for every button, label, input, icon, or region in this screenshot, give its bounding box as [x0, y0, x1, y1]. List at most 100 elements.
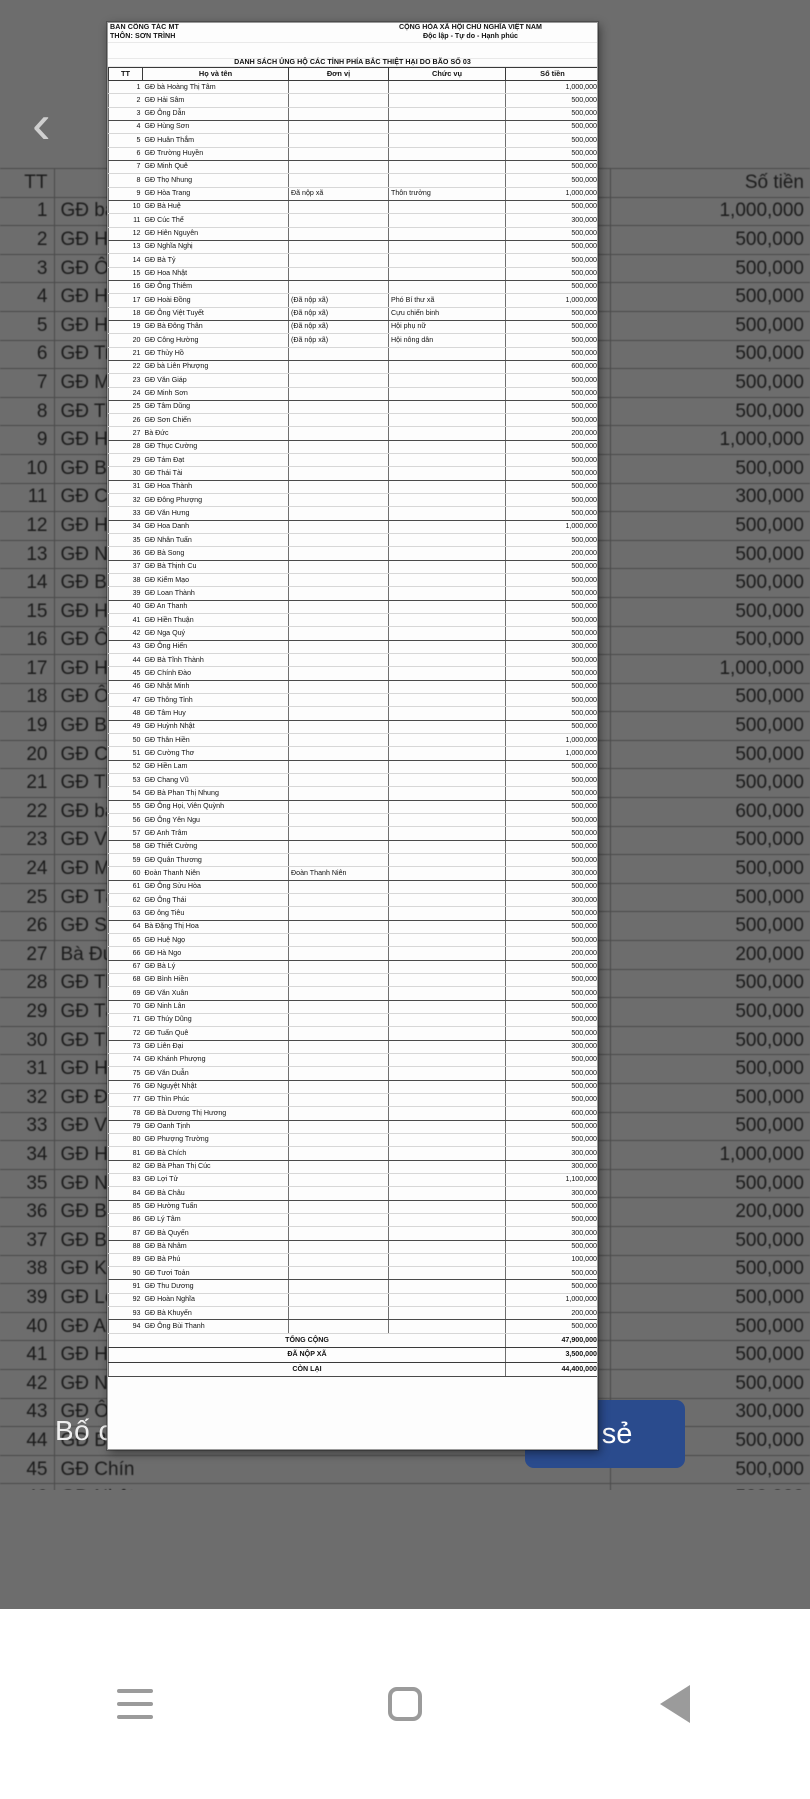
row-name: GĐ Hà Ngo [142, 946, 289, 961]
row-tt: 7 [108, 160, 143, 175]
row-name: GĐ Bà Tĩnh Thành [142, 653, 289, 668]
row-name: GĐ Hoài Đồng [142, 293, 289, 308]
row-unit [288, 826, 389, 841]
row-amount: 500,000 [505, 960, 597, 974]
row-tt: 87 [108, 1226, 143, 1241]
row-tt: 65 [108, 933, 143, 948]
background-row-tt: 14 [0, 568, 55, 598]
background-row-amount: 500,000 [609, 1168, 810, 1199]
row-amount: 500,000 [505, 1093, 597, 1108]
row-name: GĐ ông Tiêu [142, 906, 289, 921]
row-name: GĐ Anh Trâm [142, 826, 289, 841]
row-name: GĐ Bà Phan Thị Nhung [142, 786, 289, 801]
background-row-amount: 500,000 [609, 1454, 810, 1485]
row-unit [288, 653, 389, 668]
background-row-tt: 15 [0, 596, 55, 627]
background-row-amount: 500,000 [609, 396, 810, 427]
row-amount: 500,000 [505, 666, 597, 681]
totals-amount: 44,400,000 [505, 1361, 597, 1378]
background-col-amount: Số tiền [609, 168, 810, 198]
table-row: 28 GĐ Thục Cường 500,000 [108, 440, 597, 455]
home-button[interactable] [365, 1669, 445, 1739]
table-row: 16 GĐ Ông Thiêm 500,000 [108, 280, 597, 295]
background-row-tt: 8 [0, 396, 55, 427]
background-row-tt: 36 [0, 1197, 55, 1227]
table-row: 59 GĐ Quân Thương 500,000 [108, 853, 597, 868]
document-sheet[interactable]: BAN CÔNG TÁC MT THÔN: SƠN TRÌNH CỘNG HÒA… [107, 22, 598, 1450]
row-role [388, 1173, 506, 1188]
background-row-tt: 18 [0, 682, 55, 713]
table-row: 58 GĐ Thiết Cường 500,000 [108, 840, 597, 854]
background-row-tt: 22 [0, 797, 55, 827]
row-unit [288, 800, 389, 815]
letterhead-gap [286, 23, 344, 43]
row-unit [288, 1000, 389, 1014]
row-tt: 63 [108, 906, 143, 921]
row-role [388, 800, 506, 815]
table-row: 86 GĐ Lý Tâm 500,000 [108, 1213, 597, 1228]
background-row-amount: 500,000 [609, 739, 810, 770]
row-amount: 500,000 [505, 920, 597, 934]
row-tt: 31 [108, 480, 143, 495]
table-row: 19 GĐ Bà Đông Thân (Đã nộp xã) Hội phụ nữ 50… [108, 320, 597, 335]
background-row-name: GĐ Chín [53, 1454, 610, 1485]
row-tt: 1 [108, 80, 143, 95]
national-line-1: CỘNG HÒA XÃ HỘI CHỦ NGHĨA VIỆT NAM [399, 23, 542, 31]
table-row: 60 Đoàn Thanh Niên Đoàn Thanh Niên 300,000 [108, 866, 597, 881]
table-row: 61 GĐ Ông Sửu Hòa 500,000 [108, 880, 597, 894]
col-header-unit: Đơn vị [288, 67, 389, 81]
background-row-amount: 500,000 [609, 911, 810, 942]
background-row-amount: 500,000 [609, 596, 810, 627]
row-amount: 500,000 [505, 680, 597, 695]
row-name: GĐ Công Hường [142, 333, 289, 348]
background-row-amount: 500,000 [609, 1340, 810, 1370]
row-role: Cựu chiến binh [388, 307, 506, 321]
row-role [388, 786, 506, 801]
row-tt: 57 [108, 826, 143, 841]
background-row-amount: 500,000 [609, 854, 810, 884]
row-amount: 500,000 [505, 600, 597, 615]
row-amount: 500,000 [505, 853, 597, 868]
row-tt: 21 [108, 347, 143, 361]
table-row: 47 GĐ Thông Tỉnh 500,000 [108, 693, 597, 708]
row-tt: 69 [108, 986, 143, 1001]
table-row: 56 GĐ Ông Yên Ngu 500,000 [108, 813, 597, 828]
background-row-tt: 3 [0, 253, 55, 284]
home-icon [388, 1687, 422, 1721]
back-chevron-icon[interactable]: ‹ [32, 92, 51, 155]
background-row-tt: 41 [0, 1340, 55, 1370]
row-tt: 50 [108, 733, 143, 748]
row-amount: 1,000,000 [505, 293, 597, 308]
row-tt: 22 [108, 360, 143, 375]
row-tt: 45 [108, 666, 143, 681]
row-tt: 39 [108, 586, 143, 601]
row-tt: 93 [108, 1306, 143, 1321]
table-row: 72 GĐ Tuấn Quê 500,000 [108, 1026, 597, 1041]
row-tt: 42 [108, 626, 143, 641]
row-unit [288, 813, 389, 828]
background-row-amount: 500,000 [609, 1483, 810, 1490]
background-row-amount: 500,000 [609, 225, 810, 255]
row-amount: 500,000 [505, 986, 597, 1001]
row-role [388, 1160, 506, 1174]
recent-apps-button[interactable] [95, 1669, 175, 1739]
row-amount: 500,000 [505, 253, 597, 268]
totals-amount: 47,900,000 [505, 1332, 597, 1349]
row-role [388, 147, 506, 161]
row-tt: 53 [108, 773, 143, 788]
row-amount: 500,000 [505, 440, 597, 455]
row-name: GĐ Ông Hiến [142, 640, 289, 655]
row-tt: 67 [108, 960, 143, 974]
row-unit [288, 480, 389, 495]
background-row-tt: 2 [0, 225, 55, 255]
row-name: GĐ Chang Vũ [142, 773, 289, 788]
background-row-amount: 500,000 [609, 310, 810, 341]
row-tt: 27 [108, 426, 143, 441]
row-unit [288, 933, 389, 948]
row-role [388, 267, 506, 281]
row-name: GĐ Bình Hiền [142, 973, 289, 988]
row-unit [288, 1040, 389, 1054]
back-button[interactable] [635, 1669, 715, 1739]
row-role [388, 466, 506, 481]
table-row: 62 GĐ Ông Thái 300,000 [108, 893, 597, 908]
